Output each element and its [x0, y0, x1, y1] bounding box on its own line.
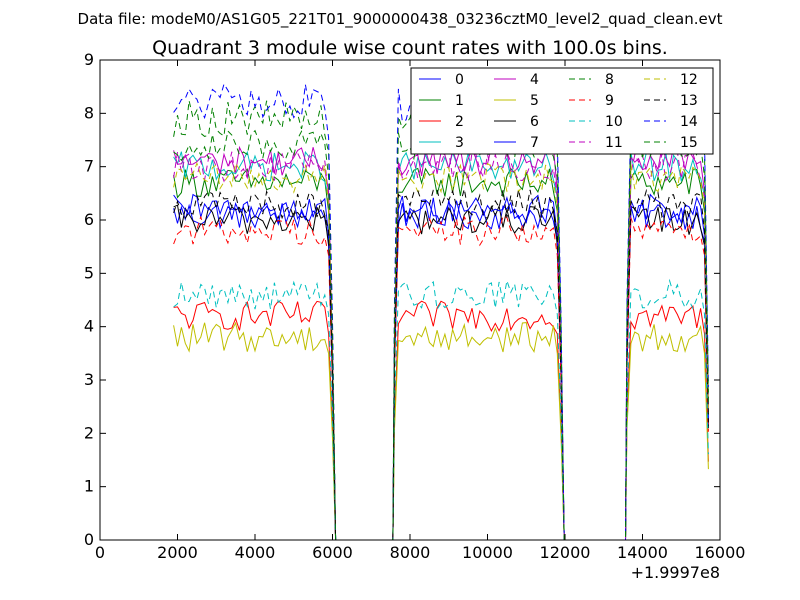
- legend-label: 15: [680, 135, 698, 151]
- legend-label: 7: [530, 135, 539, 151]
- axis-ticks: 0 2000 4000 6000 8000 10000 12000 14000 16000012…: [84, 50, 746, 562]
- x-tick-label: 0: [95, 543, 105, 562]
- legend-label: 0: [455, 72, 464, 88]
- legend-label: 10: [605, 114, 623, 130]
- data-file-label: Data file: modeM0/AS1G05_221T01_90000004…: [78, 10, 723, 29]
- legend-label: 2: [455, 114, 464, 130]
- y-tick-label: 9: [84, 50, 94, 69]
- series-line-12: [173, 161, 709, 541]
- legend-label: 11: [605, 135, 623, 151]
- legend-label: 6: [530, 114, 539, 130]
- series-line-7: [173, 193, 709, 541]
- legend-label: 9: [605, 93, 614, 109]
- x-tick-label: 14000: [617, 543, 668, 562]
- x-tick-label: 8000: [390, 543, 431, 562]
- legend-label: 8: [605, 72, 614, 88]
- y-tick-label: 6: [84, 210, 94, 229]
- series-line-3: [173, 150, 709, 541]
- legend-label: 12: [680, 72, 698, 88]
- legend-label: 1: [455, 93, 464, 109]
- legend-label: 4: [530, 72, 539, 88]
- series-line-10: [173, 278, 709, 541]
- x-tick-label: 6000: [312, 543, 353, 562]
- y-tick-label: 2: [84, 423, 94, 442]
- y-tick-label: 0: [84, 530, 94, 549]
- series-line-4: [173, 145, 709, 541]
- series-line-9: [173, 215, 709, 541]
- series-line-5: [173, 321, 709, 541]
- x-tick-label: 12000: [540, 543, 591, 562]
- legend-label: 13: [680, 93, 698, 109]
- series-line-2: [173, 300, 709, 541]
- legend-label: 5: [530, 93, 539, 109]
- x-tick-label: 10000: [462, 543, 513, 562]
- y-tick-label: 8: [84, 103, 94, 122]
- y-tick-label: 3: [84, 370, 94, 389]
- x-offset-label: +1.9997e8: [631, 563, 720, 582]
- y-tick-label: 1: [84, 477, 94, 496]
- y-tick-label: 7: [84, 157, 94, 176]
- series-line-1: [173, 167, 709, 541]
- x-tick-label: 2000: [157, 543, 198, 562]
- series-line-13: [173, 188, 709, 541]
- chart-title: Quadrant 3 module wise count rates with …: [152, 37, 668, 59]
- x-tick-label: 4000: [235, 543, 276, 562]
- legend-label: 14: [680, 114, 698, 130]
- y-tick-label: 4: [84, 317, 94, 336]
- x-tick-label: 16000: [695, 543, 746, 562]
- y-tick-label: 5: [84, 263, 94, 282]
- legend-label: 3: [455, 135, 464, 151]
- legend-box: [410, 67, 714, 155]
